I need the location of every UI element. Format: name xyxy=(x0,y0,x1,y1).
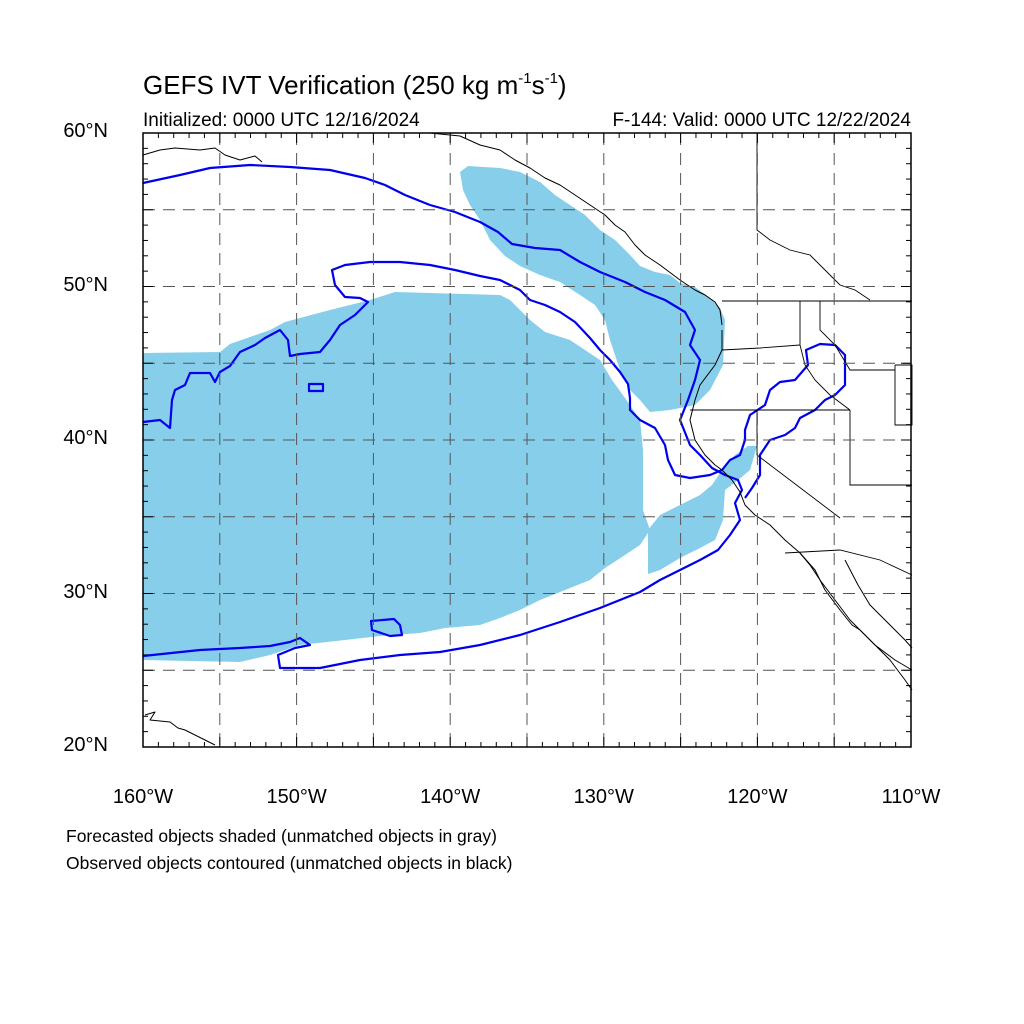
x-tick-label: 130°W xyxy=(573,786,634,808)
legend-forecast: Forecasted objects shaded (unmatched obj… xyxy=(66,826,497,846)
observed-object-main-west xyxy=(142,260,847,499)
border-mt xyxy=(819,301,895,371)
border-ca-nv xyxy=(756,410,841,519)
border-or-wa xyxy=(721,344,801,351)
x-tick-label: 150°W xyxy=(266,786,327,808)
map-gridlines xyxy=(143,133,911,747)
y-tick-label: 40°N xyxy=(63,427,108,449)
valid-time-label: F-144: Valid: 0000 UTC 12/22/2024 xyxy=(612,110,911,131)
coastlines xyxy=(142,132,913,746)
coastline-gulf-california xyxy=(844,559,913,649)
axis-ticks xyxy=(142,132,912,748)
border-canada-bc xyxy=(756,133,871,301)
border-wy xyxy=(894,364,913,426)
forecast-object-california xyxy=(648,446,757,574)
state-borders xyxy=(690,133,913,576)
border-nv-ut xyxy=(849,410,912,486)
observed-object-main xyxy=(142,163,744,670)
x-tick-label: 140°W xyxy=(420,786,481,808)
coastline-west-us xyxy=(689,330,913,691)
init-time-label: Initialized: 0000 UTC 12/16/2024 xyxy=(143,110,420,131)
border-us-mexico xyxy=(784,549,913,576)
x-tick-label: 110°W xyxy=(881,786,941,808)
coastline-alaska-panhandle xyxy=(429,132,723,326)
coastline-hawaii xyxy=(144,711,216,746)
x-tick-label: 160°W xyxy=(112,786,174,808)
observed-objects xyxy=(142,163,847,670)
observed-object-small-2 xyxy=(369,617,404,638)
x-tick-label: 120°W xyxy=(727,786,788,808)
coastline-alaska xyxy=(142,147,263,163)
y-tick-label: 60°N xyxy=(63,120,108,142)
y-tick-label: 30°N xyxy=(63,580,108,603)
y-tick-label: 50°N xyxy=(63,273,108,296)
forecast-object-pacific-nw xyxy=(460,166,725,412)
legend-observed: Observed objects contoured (unmatched ob… xyxy=(66,853,513,873)
forecast-object-main xyxy=(143,292,650,662)
y-tick-label: 20°N xyxy=(63,734,108,756)
observed-object-small-1 xyxy=(307,382,325,393)
coastline-baja xyxy=(799,552,913,671)
map-title: GEFS IVT Verification (250 kg m-1s-1) xyxy=(143,70,567,100)
border-id xyxy=(799,301,851,411)
